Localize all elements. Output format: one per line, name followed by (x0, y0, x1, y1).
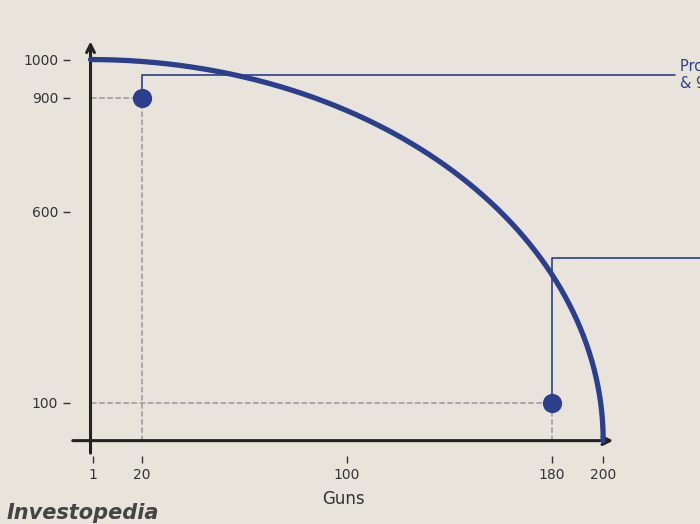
Text: Produce 180 g
& 100 lbs of Bu: Produce 180 g & 100 lbs of Bu (552, 242, 700, 400)
Point (546, 398, 557, 407)
Point (136, 93, 148, 102)
Text: Produce 20 guns
& 900 lbs of Butter: Produce 20 guns & 900 lbs of Butter (142, 59, 700, 95)
Text: Investopedia: Investopedia (7, 503, 160, 523)
X-axis label: Guns: Guns (322, 490, 364, 508)
